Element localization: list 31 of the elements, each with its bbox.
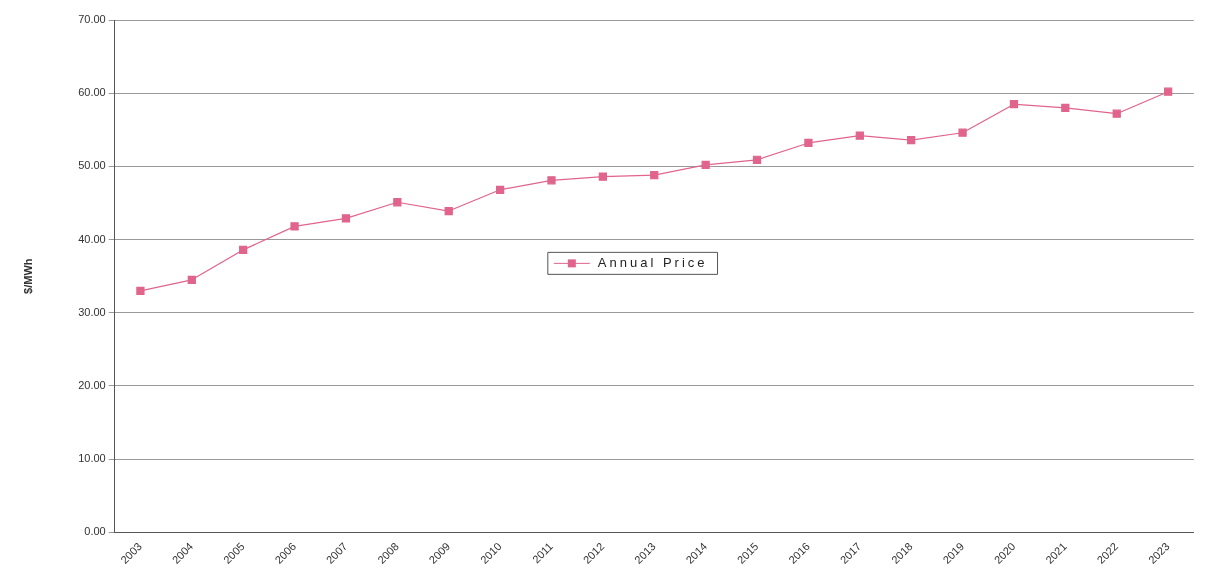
point (1112, 109, 1121, 118)
y-axis-title: $/MWh (21, 258, 34, 294)
point (701, 160, 710, 170)
y-tick-label: 60.00 (78, 86, 106, 99)
y-tick-label: 70.00 (78, 13, 106, 26)
point (341, 214, 351, 223)
y-tick-label: 10.00 (78, 452, 106, 465)
point (187, 275, 196, 284)
y-tick-label: 20.00 (78, 379, 106, 391)
y-tick-label: 50.00 (78, 159, 106, 172)
y-tick-label: 0.00 (84, 525, 106, 538)
point (239, 245, 248, 254)
point (495, 185, 505, 194)
point (804, 138, 813, 148)
legend-label: Annual Price (597, 254, 708, 270)
point (444, 206, 453, 216)
y-tick-label: 30.00 (78, 305, 106, 318)
point (1009, 100, 1019, 109)
point (598, 172, 608, 181)
y-tick-label: 40.00 (78, 232, 106, 245)
point (290, 222, 299, 231)
point (907, 135, 916, 145)
point (136, 286, 145, 295)
point (650, 171, 659, 180)
point (855, 131, 864, 140)
point (393, 198, 402, 207)
point (752, 155, 762, 164)
point (1163, 87, 1173, 96)
point (547, 176, 556, 185)
point (1061, 103, 1070, 112)
point (958, 128, 967, 137)
